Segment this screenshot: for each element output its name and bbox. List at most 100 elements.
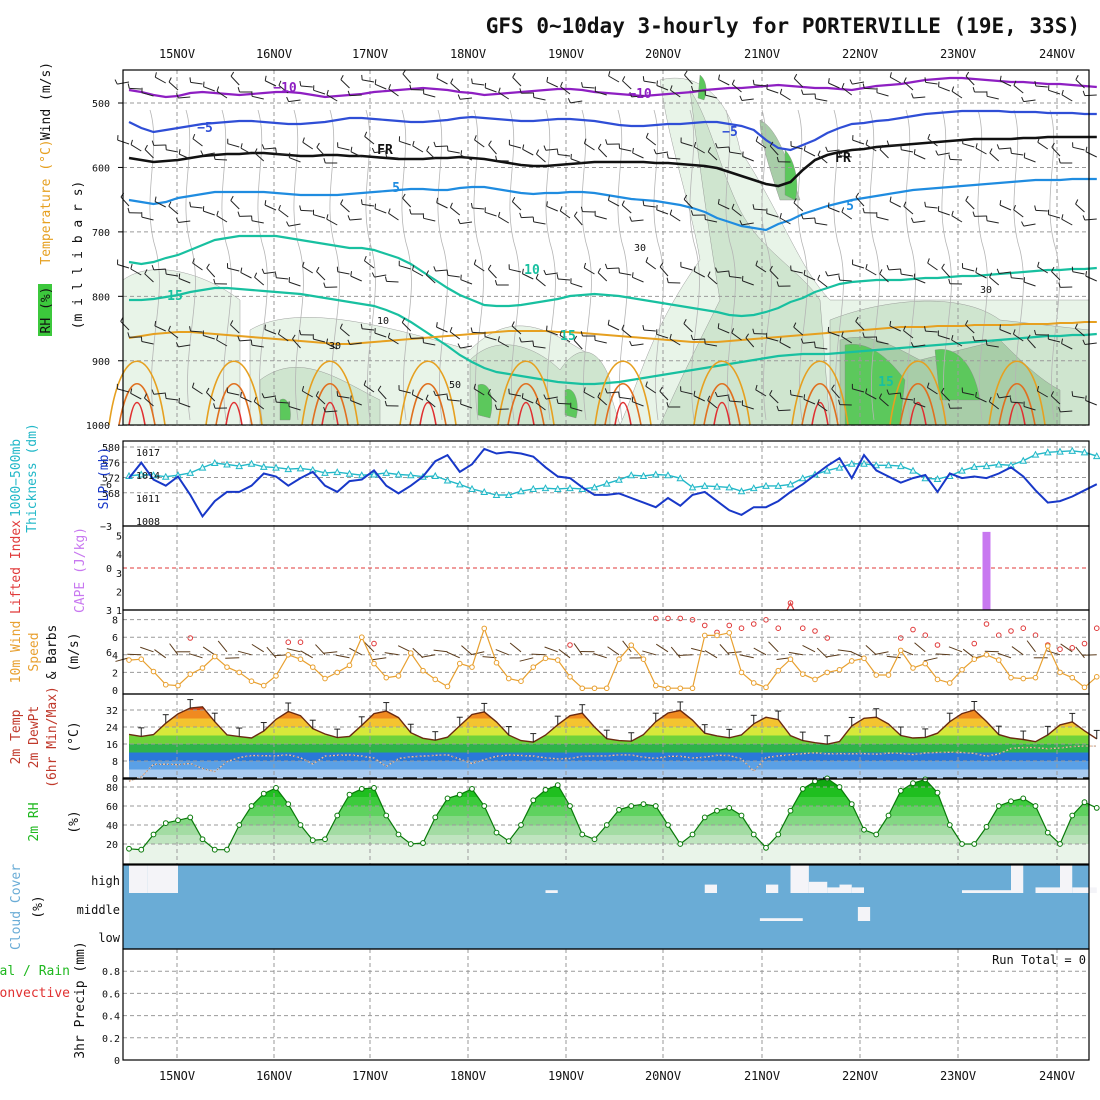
thickness-point — [1019, 456, 1028, 464]
rh-point — [542, 786, 549, 793]
wind-barb-flag — [975, 143, 978, 149]
wind-barb — [154, 201, 166, 208]
wind-barb — [1023, 99, 1036, 103]
wind-speed-point — [211, 653, 218, 660]
wind-barb-flag — [371, 147, 375, 153]
wind-barb-flag — [684, 70, 688, 76]
wind-barb — [190, 206, 203, 209]
wind-barb — [425, 274, 436, 284]
wind-barb — [313, 338, 326, 343]
thickness-point — [982, 462, 991, 470]
wind-barb-flag — [206, 263, 210, 269]
thickness-point — [321, 468, 329, 476]
wind-barb — [460, 221, 473, 225]
wind-barb — [278, 333, 289, 342]
cloud-bar-high — [545, 890, 558, 893]
wind-barb-flag — [669, 85, 673, 91]
wind-barb-flag — [827, 202, 830, 208]
wind-barb — [487, 268, 497, 279]
thickness-point — [259, 462, 268, 470]
wind-barb-flag — [371, 272, 375, 278]
wind-barb — [240, 272, 252, 279]
wind-barb — [901, 149, 914, 153]
rh-point — [236, 822, 243, 828]
wind-barb-flag — [360, 323, 363, 329]
wind-barb-flag — [286, 96, 290, 102]
day-label-bottom: 20NOV — [645, 1069, 681, 1083]
wind-barb-10m — [169, 643, 179, 656]
wind-barb — [239, 339, 252, 342]
wind-barb-flag — [315, 391, 319, 397]
thickness-point — [762, 481, 770, 489]
wind-barb-flag — [608, 71, 611, 77]
wind-barb-flag — [924, 326, 927, 332]
wind-barb-flag — [707, 395, 711, 401]
precip-tick-label: 0.2 — [102, 1034, 120, 1045]
wind-speed-point — [603, 685, 610, 692]
thickness-point — [602, 479, 611, 487]
warm-isotherm — [507, 382, 545, 426]
thickness-point — [872, 461, 881, 469]
wind-barb — [779, 341, 791, 349]
cloud-bar-high — [1011, 865, 1024, 893]
wind-barb-flag — [879, 269, 883, 275]
wind-barb — [670, 89, 681, 98]
wind-barb-flag — [426, 146, 430, 151]
contour-label: 15 — [167, 289, 183, 304]
wind-barb-flag — [779, 213, 782, 219]
day-label-bottom: 16NOV — [256, 1069, 292, 1083]
lifted-index-tick-label: 6 — [106, 648, 112, 659]
rh-point — [505, 838, 512, 845]
wind-barb — [558, 278, 571, 281]
wind-barb-flag — [154, 72, 157, 78]
wind-barb — [595, 215, 607, 220]
rh-point — [420, 840, 426, 846]
wind-barb-10m — [286, 648, 301, 653]
wind-speed-point — [873, 672, 880, 678]
wind-barb-flag — [176, 93, 179, 99]
thickness-point — [431, 471, 440, 479]
wind-barb-flag — [436, 322, 438, 328]
wind-barb — [694, 146, 705, 154]
rh-point — [995, 803, 1002, 809]
wind-barb — [1048, 89, 1061, 95]
lifted-index-point — [1069, 645, 1076, 651]
wind-barb-flag — [360, 199, 363, 205]
isotherm-line — [128, 76, 1097, 99]
wind-barb-flag — [144, 144, 148, 150]
wind-barb-10m — [788, 651, 803, 656]
wind-barb-flag — [666, 153, 669, 159]
thickness-point — [1056, 447, 1064, 455]
wind-barb — [999, 271, 1012, 274]
wind-barb-flag — [560, 81, 563, 87]
wind-barb — [472, 331, 485, 334]
wind-barb-flag — [1058, 158, 1061, 164]
rh-contour — [1049, 109, 1060, 421]
wind-barb — [288, 99, 301, 103]
thickness-point — [1043, 448, 1052, 456]
wind-barb-10m — [837, 649, 852, 653]
wind-barb-flag — [926, 382, 930, 388]
cloud-level-label: middle — [77, 903, 120, 917]
thickness-point — [161, 472, 170, 480]
wind-barb — [865, 392, 877, 400]
wind-barb — [582, 86, 595, 89]
wind-barb — [1048, 338, 1061, 343]
contour-label: 30 — [634, 243, 646, 254]
wind-barb — [340, 79, 350, 89]
rh-point — [1032, 803, 1039, 809]
wind-barb — [889, 325, 901, 332]
rh-contour — [293, 109, 304, 421]
wind-barb — [1037, 266, 1049, 274]
wind-barb-flag — [841, 331, 844, 337]
wind-barb-flag — [855, 316, 859, 322]
wind-barb-10m — [874, 651, 889, 655]
wind-barb-flag — [903, 325, 906, 331]
rh-tick-label: 80 — [106, 783, 118, 794]
wind-barb — [645, 137, 657, 146]
wind-barb — [927, 138, 938, 147]
wind-barb-flag — [519, 212, 522, 218]
hot-isotherm — [128, 401, 146, 426]
wind-barb-flag — [189, 201, 192, 207]
day-label-bottom: 21NOV — [744, 1069, 780, 1083]
